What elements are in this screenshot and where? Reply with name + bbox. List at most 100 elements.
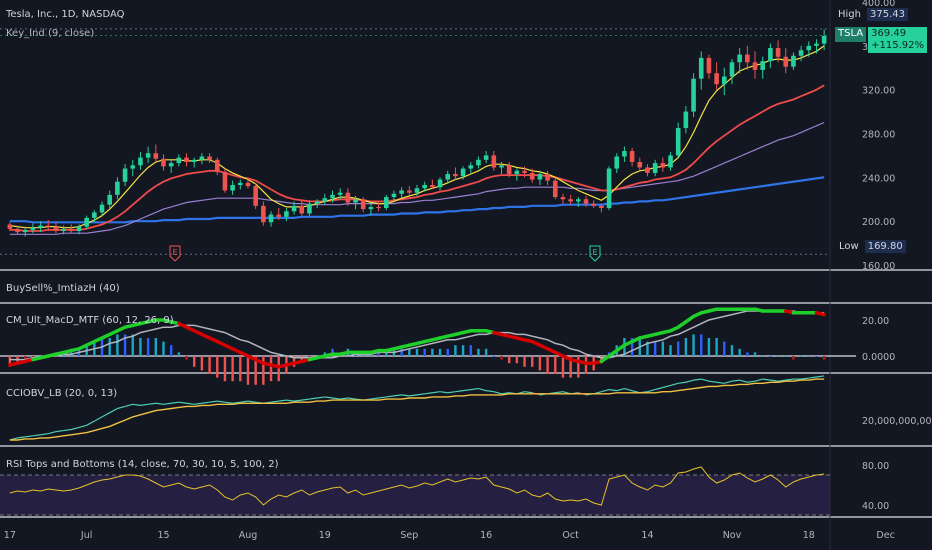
obv-line-segment bbox=[501, 392, 510, 395]
candle-body bbox=[599, 205, 604, 209]
candle-body bbox=[383, 197, 389, 209]
obv-line-segment bbox=[17, 436, 26, 439]
candle-body bbox=[345, 192, 351, 203]
x-axis-label-4: 19 bbox=[319, 530, 331, 541]
candle-body bbox=[15, 228, 20, 233]
macd-histogram-bar bbox=[523, 356, 526, 367]
obv-line-segment bbox=[470, 387, 479, 391]
macd-histogram-bar bbox=[223, 356, 227, 382]
indicator-main-label[interactable]: Key_Ind (9, close) bbox=[6, 28, 95, 39]
earnings-marker-label-0: E bbox=[172, 248, 177, 257]
obv-line-segment bbox=[524, 391, 533, 394]
macd-histogram-bar bbox=[661, 341, 665, 356]
candle-body bbox=[683, 111, 689, 129]
rsi-axis-label-1: 40.00 bbox=[862, 501, 889, 512]
candle-body bbox=[115, 181, 120, 195]
candle-body bbox=[22, 229, 28, 233]
candle-body bbox=[445, 174, 451, 180]
macd-histogram-bar bbox=[415, 348, 419, 356]
obv-line-segment bbox=[194, 402, 202, 405]
candle-body bbox=[407, 190, 412, 193]
candle-body bbox=[798, 50, 804, 56]
obv-line-segment bbox=[132, 403, 141, 406]
candle-body bbox=[145, 153, 151, 158]
candle-body bbox=[775, 48, 781, 57]
macd-histogram-bar bbox=[646, 341, 649, 356]
candle-body bbox=[122, 168, 128, 182]
candle-body bbox=[714, 73, 719, 85]
macd-histogram-bar bbox=[177, 352, 181, 356]
macd-histogram-bar bbox=[738, 348, 741, 356]
x-axis-label-1: Jul bbox=[80, 530, 92, 541]
obv-line-segment bbox=[608, 389, 617, 392]
candle-body bbox=[691, 78, 696, 112]
macd-axis-label-0: 20.00 bbox=[862, 316, 889, 327]
obv-line-segment bbox=[63, 428, 72, 432]
candle-body bbox=[537, 174, 543, 180]
macd-histogram-bar bbox=[400, 348, 403, 356]
low-badge-label: Low bbox=[836, 240, 862, 253]
obv-line-segment bbox=[808, 376, 817, 379]
macd-histogram-bar bbox=[208, 356, 211, 374]
price-axis-label-4: 240.00 bbox=[862, 173, 895, 184]
obv-line-segment bbox=[386, 395, 395, 398]
candle-body bbox=[768, 48, 773, 62]
macd-panel-title[interactable]: CM_Ult_MacD_MTF (60, 12, 26, 9) bbox=[6, 315, 174, 326]
candle-body bbox=[214, 159, 220, 172]
candle-body bbox=[7, 224, 13, 229]
candle-body bbox=[552, 180, 558, 198]
price-axis-label-2: 320.00 bbox=[862, 86, 895, 97]
macd-histogram-bar bbox=[331, 348, 334, 356]
macd-line-segment bbox=[814, 311, 826, 317]
macd-histogram-bar bbox=[554, 356, 557, 374]
high-badge: High 375.43 bbox=[835, 8, 908, 21]
macd-histogram-bar bbox=[746, 352, 749, 356]
obv-line-segment bbox=[178, 401, 187, 404]
obv-line-segment bbox=[209, 400, 218, 403]
candle-body bbox=[698, 57, 704, 79]
macd-histogram-bar bbox=[761, 356, 764, 357]
candle-body bbox=[291, 205, 297, 212]
rsi-panel-title[interactable]: RSI Tops and Bottoms (14, close, 70, 30,… bbox=[6, 459, 279, 470]
candle-body bbox=[61, 228, 66, 232]
obv-line-segment bbox=[78, 424, 87, 428]
candle-body bbox=[276, 214, 282, 217]
macd-histogram-bar bbox=[723, 341, 726, 356]
candle-body bbox=[207, 156, 212, 160]
macd-histogram-bar bbox=[500, 356, 503, 360]
obv-line-segment bbox=[109, 407, 118, 414]
obv-line-segment bbox=[770, 379, 779, 382]
macd-histogram-bar bbox=[216, 356, 219, 378]
candle-body bbox=[38, 225, 43, 228]
candle-body bbox=[184, 157, 189, 162]
macd-histogram-bar bbox=[792, 356, 795, 360]
high-badge-label: High bbox=[835, 8, 864, 21]
candle-body bbox=[153, 153, 159, 159]
obv-line-segment bbox=[55, 429, 64, 433]
obv-line-segment bbox=[278, 399, 287, 402]
macd-histogram-bar bbox=[715, 338, 718, 356]
candle-body bbox=[460, 168, 466, 177]
macd-histogram-bar bbox=[231, 356, 234, 382]
candle-body bbox=[752, 62, 758, 70]
macd-histogram-bar bbox=[769, 356, 772, 357]
x-axis-label-7: Oct bbox=[562, 530, 579, 541]
buysell-panel-title[interactable]: BuySell%_ImtiazH (40) bbox=[6, 283, 120, 294]
symbol-title[interactable]: Tesla, Inc., 1D, NASDAQ bbox=[6, 9, 125, 20]
obv-line-segment bbox=[678, 381, 686, 384]
macd-histogram-bar bbox=[300, 356, 303, 364]
obv-line-segment bbox=[240, 400, 249, 403]
candle-body bbox=[107, 194, 113, 205]
cciobv-panel-title[interactable]: CCIOBV_LB (20, 0, 13) bbox=[6, 388, 118, 399]
obv-line-segment bbox=[701, 378, 710, 382]
candle-body bbox=[245, 182, 251, 187]
macd-histogram-bar bbox=[24, 356, 27, 360]
obv-line-segment bbox=[762, 378, 771, 381]
x-axis-label-5: Sep bbox=[400, 530, 418, 541]
obv-line-segment bbox=[101, 412, 110, 418]
candle-body bbox=[745, 54, 750, 63]
candle-body bbox=[453, 174, 458, 177]
obv-line-segment bbox=[693, 378, 702, 381]
